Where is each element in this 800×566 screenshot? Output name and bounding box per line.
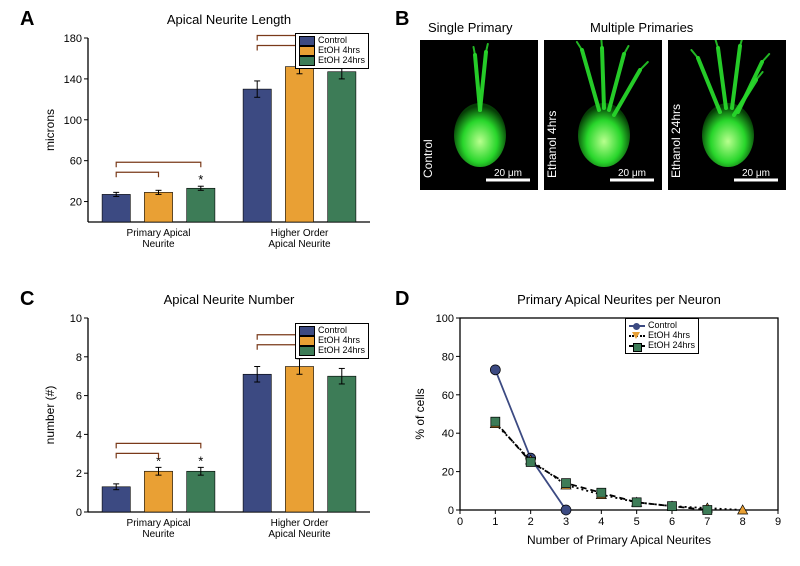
panel-c-legend: Control EtOH 4hrs EtOH 24hrs [295,323,369,359]
svg-text:6: 6 [669,516,675,528]
svg-text:2: 2 [528,516,534,528]
svg-text:Apical Neurite Number: Apical Neurite Number [164,292,295,307]
svg-text:3: 3 [563,516,569,528]
svg-text:8: 8 [76,352,82,364]
svg-text:*: * [198,172,203,187]
svg-text:Primary Apical: Primary Apical [127,518,191,529]
panel-b-label: B [395,8,409,31]
svg-text:6: 6 [76,391,82,403]
svg-text:Control: Control [421,139,435,178]
svg-text:0: 0 [448,505,454,517]
panel-a-label: A [20,8,34,31]
panel-d-label: D [395,288,409,311]
svg-text:Higher Order: Higher Order [271,228,329,239]
svg-text:Number of Primary Apical Neuri: Number of Primary Apical Neurites [527,533,711,547]
panel-b-images: Single Primary Multiple Primaries Contro… [420,20,790,195]
panel-c-label: C [20,288,34,311]
svg-text:80: 80 [442,351,454,363]
svg-text:*: * [198,453,203,468]
panel-b-right-title: Multiple Primaries [590,20,693,35]
panel-d-legend: Control EtOH 4hrs EtOH 24hrs [625,318,699,354]
svg-text:Neurite: Neurite [142,529,175,540]
svg-text:20 μm: 20 μm [742,168,770,179]
svg-text:40: 40 [442,428,454,440]
svg-text:5: 5 [634,516,640,528]
svg-text:Primary Apical Neurites per Ne: Primary Apical Neurites per Neuron [517,292,721,307]
svg-text:4: 4 [598,516,604,528]
svg-text:140: 140 [64,74,82,86]
svg-text:20: 20 [442,467,454,479]
svg-text:microns: microns [43,109,57,151]
svg-text:20 μm: 20 μm [618,168,646,179]
svg-text:0: 0 [76,507,82,519]
svg-text:20 μm: 20 μm [494,168,522,179]
svg-text:0: 0 [457,516,463,528]
panel-a-legend: Control EtOH 4hrs EtOH 24hrs [295,33,369,69]
svg-text:8: 8 [740,516,746,528]
svg-text:1: 1 [492,516,498,528]
svg-text:Apical Neurite: Apical Neurite [268,529,331,540]
svg-text:10: 10 [70,313,82,325]
svg-text:7: 7 [704,516,710,528]
svg-text:Ethanol 24hrs: Ethanol 24hrs [669,104,683,178]
svg-text:Ethanol 4hrs: Ethanol 4hrs [545,111,559,178]
svg-text:Apical Neurite: Apical Neurite [268,239,331,250]
svg-text:20: 20 [70,197,82,209]
svg-text:100: 100 [436,313,454,325]
svg-text:Neurite: Neurite [142,239,175,250]
panel-d-chart: Primary Apical Neurites per Neuron % of c… [410,290,790,550]
svg-text:% of cells: % of cells [413,388,427,439]
svg-text:60: 60 [442,390,454,402]
svg-text:Primary Apical: Primary Apical [127,228,191,239]
svg-text:2: 2 [76,468,82,480]
svg-text:60: 60 [70,156,82,168]
panel-b-left-title: Single Primary [428,20,513,35]
svg-text:Apical Neurite Length: Apical Neurite Length [167,12,291,27]
svg-text:180: 180 [64,33,82,45]
svg-text:4: 4 [76,429,82,441]
svg-text:9: 9 [775,516,781,528]
svg-text:Higher Order: Higher Order [271,518,329,529]
svg-text:100: 100 [64,115,82,127]
svg-text:number (#): number (#) [43,386,57,445]
